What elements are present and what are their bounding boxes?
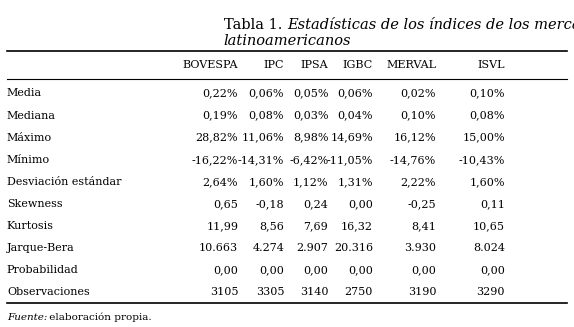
Text: MERVAL: MERVAL bbox=[386, 60, 436, 70]
Text: 3305: 3305 bbox=[255, 287, 284, 297]
Text: Mediana: Mediana bbox=[7, 111, 56, 121]
Text: 3105: 3105 bbox=[210, 287, 238, 297]
Text: 1,31%: 1,31% bbox=[338, 177, 373, 187]
Text: 28,82%: 28,82% bbox=[196, 133, 238, 143]
Text: 3.930: 3.930 bbox=[404, 243, 436, 253]
Text: 1,12%: 1,12% bbox=[293, 177, 328, 187]
Text: -10,43%: -10,43% bbox=[459, 155, 505, 165]
Text: 0,00: 0,00 bbox=[214, 265, 238, 275]
Text: 0,08%: 0,08% bbox=[249, 111, 284, 121]
Text: IGBC: IGBC bbox=[343, 60, 373, 70]
Text: 7,69: 7,69 bbox=[304, 221, 328, 231]
Text: 10.663: 10.663 bbox=[199, 243, 238, 253]
Text: 0,65: 0,65 bbox=[214, 199, 238, 209]
Text: 2750: 2750 bbox=[345, 287, 373, 297]
Text: Skewness: Skewness bbox=[7, 199, 63, 209]
Text: 0,04%: 0,04% bbox=[338, 111, 373, 121]
Text: 11,06%: 11,06% bbox=[242, 133, 284, 143]
Text: 0,03%: 0,03% bbox=[293, 111, 328, 121]
Text: Kurtosis: Kurtosis bbox=[7, 221, 54, 231]
Text: 1,60%: 1,60% bbox=[249, 177, 284, 187]
Text: Probabilidad: Probabilidad bbox=[7, 265, 79, 275]
Text: 0,00: 0,00 bbox=[259, 265, 284, 275]
Text: 0,22%: 0,22% bbox=[203, 89, 238, 98]
Text: -6,42%: -6,42% bbox=[289, 155, 328, 165]
Text: 3140: 3140 bbox=[300, 287, 328, 297]
Text: 11,99: 11,99 bbox=[206, 221, 238, 231]
Text: 0,06%: 0,06% bbox=[249, 89, 284, 98]
Text: 0,00: 0,00 bbox=[480, 265, 505, 275]
Text: 16,32: 16,32 bbox=[341, 221, 373, 231]
Text: 2,64%: 2,64% bbox=[203, 177, 238, 187]
Text: Estadísticas de los índices de los mercados accionarios: Estadísticas de los índices de los merca… bbox=[287, 18, 574, 32]
Text: -0,18: -0,18 bbox=[255, 199, 284, 209]
Text: 0,19%: 0,19% bbox=[203, 111, 238, 121]
Text: 0,00: 0,00 bbox=[304, 265, 328, 275]
Text: latinoamericanos: latinoamericanos bbox=[223, 34, 351, 48]
Text: 0,00: 0,00 bbox=[412, 265, 436, 275]
Text: -14,31%: -14,31% bbox=[238, 155, 284, 165]
Text: IPC: IPC bbox=[263, 60, 284, 70]
Text: 16,12%: 16,12% bbox=[394, 133, 436, 143]
Text: Máximo: Máximo bbox=[7, 133, 52, 143]
Text: 0,06%: 0,06% bbox=[338, 89, 373, 98]
Text: 0,00: 0,00 bbox=[348, 265, 373, 275]
Text: 8,98%: 8,98% bbox=[293, 133, 328, 143]
Text: Media: Media bbox=[7, 89, 42, 98]
Text: BOVESPA: BOVESPA bbox=[183, 60, 238, 70]
Text: 2,22%: 2,22% bbox=[401, 177, 436, 187]
Text: Jarque-Bera: Jarque-Bera bbox=[7, 243, 75, 253]
Text: -16,22%: -16,22% bbox=[192, 155, 238, 165]
Text: 20.316: 20.316 bbox=[334, 243, 373, 253]
Text: 8.024: 8.024 bbox=[473, 243, 505, 253]
Text: Desviación estándar: Desviación estándar bbox=[7, 177, 121, 187]
Text: 0,10%: 0,10% bbox=[401, 111, 436, 121]
Text: Observaciones: Observaciones bbox=[7, 287, 90, 297]
Text: 0,00: 0,00 bbox=[348, 199, 373, 209]
Text: 1,60%: 1,60% bbox=[470, 177, 505, 187]
Text: ISVL: ISVL bbox=[478, 60, 505, 70]
Text: 15,00%: 15,00% bbox=[463, 133, 505, 143]
Text: 0,08%: 0,08% bbox=[470, 111, 505, 121]
Text: Mínimo: Mínimo bbox=[7, 155, 50, 165]
Text: -0,25: -0,25 bbox=[408, 199, 436, 209]
Text: Tabla 1.: Tabla 1. bbox=[224, 18, 287, 32]
Text: IPSA: IPSA bbox=[301, 60, 328, 70]
Text: 14,69%: 14,69% bbox=[331, 133, 373, 143]
Text: 3190: 3190 bbox=[408, 287, 436, 297]
Text: 0,10%: 0,10% bbox=[470, 89, 505, 98]
Text: 0,05%: 0,05% bbox=[293, 89, 328, 98]
Text: 2.907: 2.907 bbox=[296, 243, 328, 253]
Text: -14,76%: -14,76% bbox=[390, 155, 436, 165]
Text: 0,02%: 0,02% bbox=[401, 89, 436, 98]
Text: 10,65: 10,65 bbox=[473, 221, 505, 231]
Text: 0,11: 0,11 bbox=[480, 199, 505, 209]
Text: 3290: 3290 bbox=[476, 287, 505, 297]
Text: elaboración propia.: elaboración propia. bbox=[46, 312, 152, 322]
Text: Fuente:: Fuente: bbox=[7, 313, 47, 322]
Text: 8,41: 8,41 bbox=[412, 221, 436, 231]
Text: 8,56: 8,56 bbox=[259, 221, 284, 231]
Text: -11,05%: -11,05% bbox=[327, 155, 373, 165]
Text: 4.274: 4.274 bbox=[252, 243, 284, 253]
Text: 0,24: 0,24 bbox=[304, 199, 328, 209]
